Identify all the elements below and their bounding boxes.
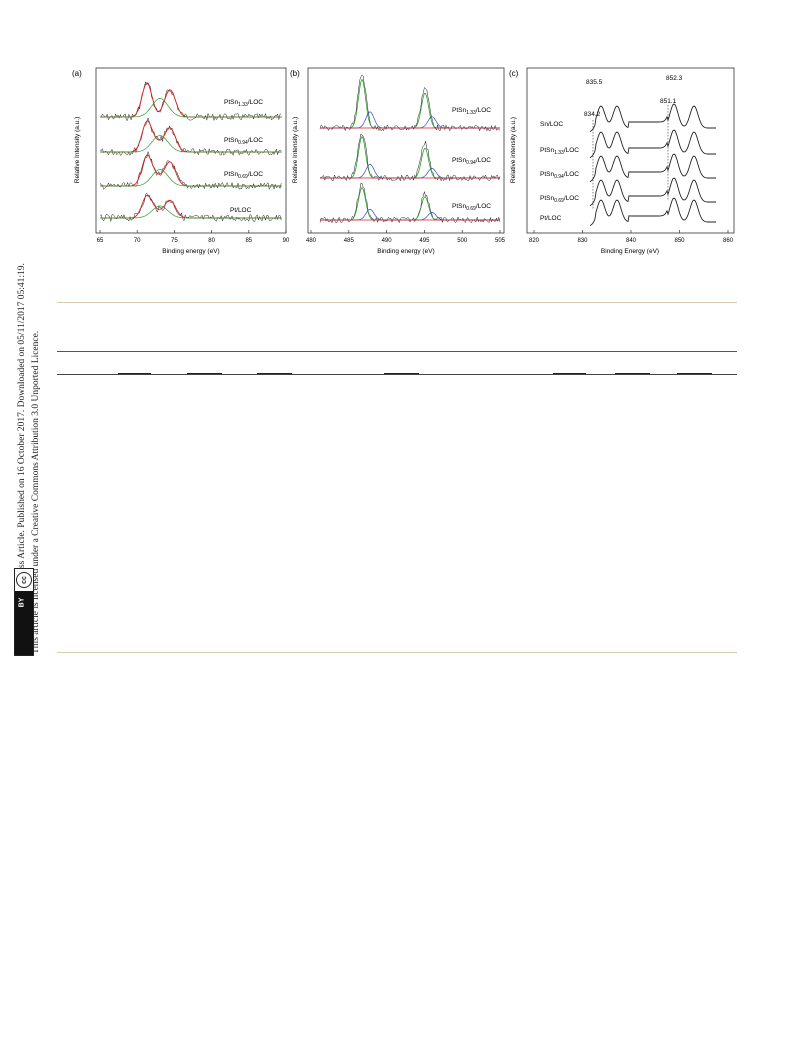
spectrum-trace: [589, 129, 716, 158]
by-label: BY: [18, 597, 26, 608]
data-trace: [319, 74, 501, 132]
panel-a-xlabel: Binding energy (eV): [162, 248, 219, 255]
peak-annotation: 834.2: [584, 111, 601, 118]
curve-label: PtSn0.94/LOC: [452, 157, 491, 166]
x-tick-label: 505: [495, 238, 506, 244]
x-tick-label: 830: [577, 238, 588, 244]
panel-b-label: (b): [290, 69, 300, 78]
fit-component: [100, 135, 282, 153]
panel-a-ylabel: Relative Intensity (a.u.): [74, 117, 81, 183]
fit-envelope: [100, 194, 282, 219]
column-rule: [677, 373, 712, 374]
curve-label: PtSn0.69/LOC: [224, 171, 263, 180]
curve-label: PtSn1.33/LOC: [224, 99, 263, 108]
data-trace: [99, 117, 282, 157]
x-tick-label: 90: [283, 238, 290, 244]
panel-a: (a) Relative Intensity (a.u.) Binding en…: [72, 67, 290, 255]
column-rule: [187, 373, 222, 374]
curve-label: Pt/LOC: [540, 215, 562, 222]
panel-b-xlabel: Binding energy (eV): [377, 248, 434, 255]
x-tick-label: 500: [457, 238, 468, 244]
panel-c: (c) Relative intensity (a.u.) Binding En…: [509, 67, 735, 255]
x-tick-label: 80: [208, 238, 215, 244]
curve-label: PtSn0.94/LOC: [540, 171, 579, 180]
panel-b: (b) Relative Intensity (a.u.) Binding en…: [290, 67, 506, 255]
peak-annotation: 851.1: [660, 98, 677, 105]
data-trace: [99, 150, 282, 191]
fit-component: [100, 97, 282, 118]
fit-component: [320, 135, 500, 179]
fit-component: [320, 78, 500, 129]
curve-label: Sn/LOC: [540, 121, 563, 128]
x-tick-label: 70: [134, 238, 141, 244]
spectrum-trace: [589, 153, 716, 182]
x-tick-label: 485: [344, 238, 355, 244]
table-rule-2: [57, 374, 737, 375]
x-tick-label: 65: [97, 238, 104, 244]
column-rule: [553, 373, 586, 374]
gold-rule-bottom: [57, 652, 737, 653]
gold-rule-top: [57, 302, 737, 303]
curve-label: Pt/LOC: [230, 207, 252, 214]
curve-label: PtSn1.33/LOC: [452, 107, 491, 116]
data-trace: [319, 183, 501, 224]
fit-component: [320, 186, 500, 221]
column-rule: [615, 373, 650, 374]
x-tick-label: 85: [245, 238, 252, 244]
x-tick-label: 820: [529, 238, 540, 244]
open-access-notice: Open Access Article. Published on 16 Oct…: [17, 263, 27, 610]
x-tick-label: 850: [674, 238, 685, 244]
curve-label: PtSn0.69/LOC: [452, 203, 491, 212]
x-tick-label: 840: [626, 238, 637, 244]
fit-component: [100, 205, 282, 219]
panel-a-label: (a): [72, 69, 82, 78]
xps-figure: (a) Relative Intensity (a.u.) Binding en…: [72, 67, 735, 255]
column-rule: [384, 373, 419, 374]
x-tick-label: 860: [723, 238, 734, 244]
peak-annotation: 852.3: [666, 75, 683, 82]
spectrum-trace: [589, 197, 716, 226]
x-tick-label: 75: [171, 238, 178, 244]
column-rule: [257, 373, 292, 374]
curve-label: PtSn0.69/LOC: [540, 195, 579, 204]
fit-component: [100, 169, 282, 187]
fit-component: [320, 163, 500, 179]
x-tick-label: 495: [419, 238, 430, 244]
x-tick-label: 480: [306, 238, 317, 244]
panel-c-label: (c): [509, 69, 519, 78]
cc-by-badge-icon[interactable]: cc BY: [14, 568, 34, 656]
data-trace: [319, 133, 501, 182]
panel-c-xlabel: Binding Energy (eV): [601, 248, 659, 255]
curve-label: PtSn1.33/LOC: [540, 147, 579, 156]
peak-annotation: 835.5: [586, 79, 603, 86]
panel-c-ylabel: Relative intensity (a.u.): [510, 117, 517, 183]
table-rule-1: [57, 351, 737, 352]
data-trace: [99, 192, 282, 223]
panel-b-ylabel: Relative Intensity (a.u.): [292, 117, 299, 183]
column-rule: [118, 373, 151, 374]
spectrum-trace: [589, 177, 716, 206]
spectrum-trace: [589, 103, 716, 132]
cc-logo-icon: cc: [16, 572, 32, 588]
curve-label: PtSn0.94/LOC: [224, 137, 263, 146]
x-tick-label: 490: [382, 238, 393, 244]
